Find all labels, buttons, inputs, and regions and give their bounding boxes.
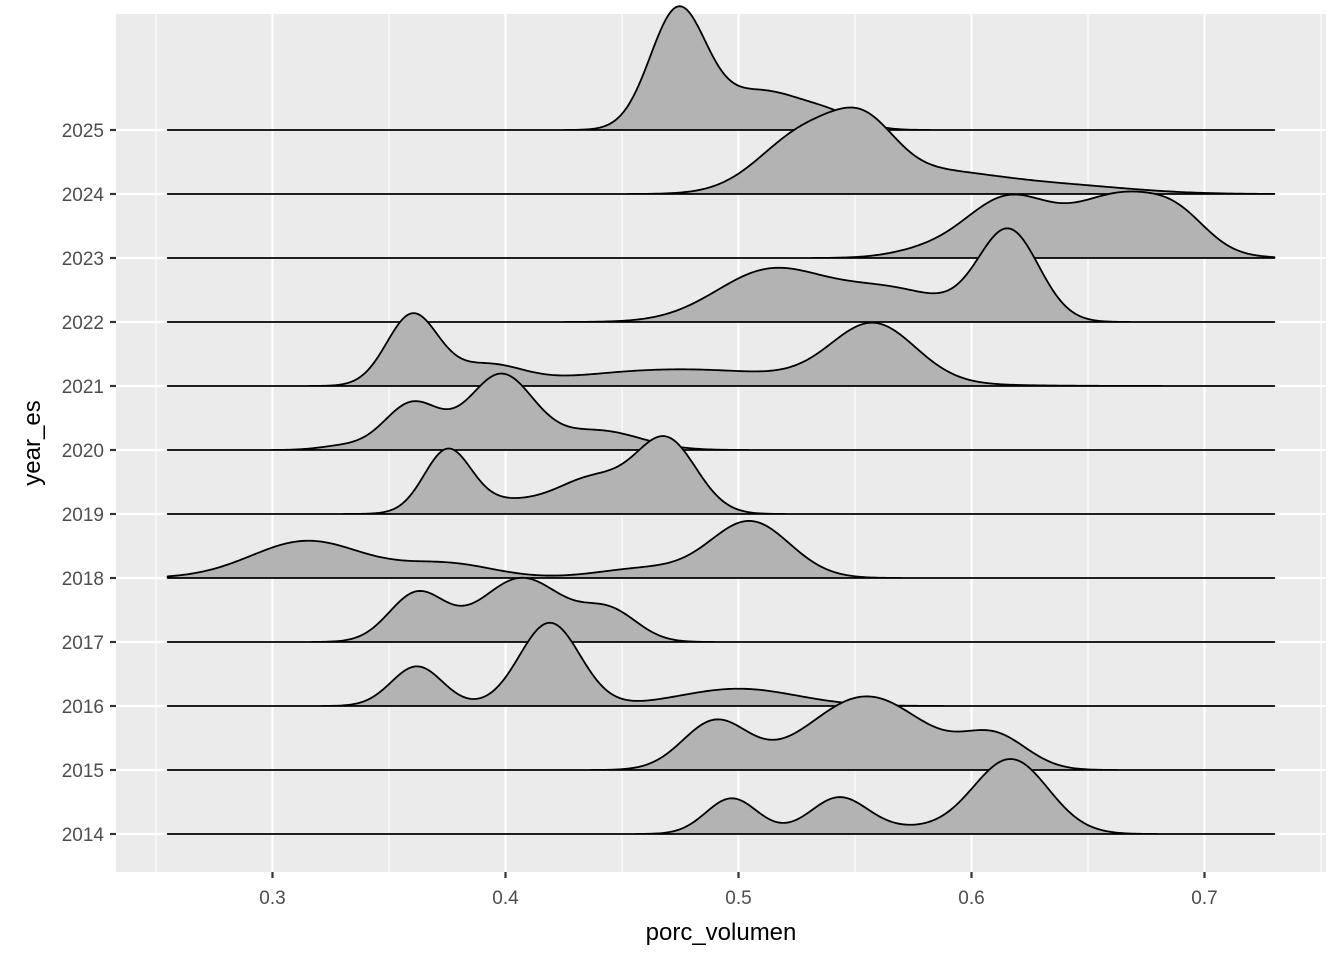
ridge-2018 <box>166 520 1276 579</box>
ridge-2019 <box>166 435 1276 515</box>
y-tick-label: 2019 <box>62 505 104 526</box>
ridge-2022 <box>166 227 1276 323</box>
density-ridges <box>166 5 1276 835</box>
y-axis: 2014 2015 2016 2017 2018 2019 2020 2021 2022 2023… <box>62 121 116 846</box>
y-tick-label: 2024 <box>62 185 105 206</box>
ridge-2021 <box>166 312 1276 387</box>
x-tick-label: 0.6 <box>958 888 984 909</box>
y-tick-label: 2021 <box>62 377 104 398</box>
ridge-2020 <box>166 372 1276 451</box>
y-tick-label: 2018 <box>62 569 104 590</box>
ridge-2014 <box>166 758 1276 835</box>
ridge-2024 <box>166 106 1276 195</box>
x-tick-label: 0.5 <box>725 888 751 909</box>
x-tick-label: 0.4 <box>492 888 519 909</box>
y-tick-label: 2025 <box>62 121 104 142</box>
y-tick-label: 2022 <box>62 313 104 334</box>
ridge-2016 <box>166 621 1276 707</box>
ridge-2017 <box>166 576 1276 643</box>
ridge-2015 <box>166 695 1276 771</box>
y-tick-label: 2014 <box>62 825 105 846</box>
y-tick-label: 2016 <box>62 697 104 718</box>
ridge-2025 <box>166 5 1276 131</box>
y-tick-label: 2017 <box>62 633 104 654</box>
x-tick-label: 0.3 <box>259 888 285 909</box>
x-axis: 0.3 0.4 0.5 0.6 0.7 <box>259 872 1218 909</box>
y-axis-title: year_es <box>19 400 46 485</box>
x-axis-title: porc_volumen <box>646 919 797 946</box>
y-tick-label: 2020 <box>62 441 104 462</box>
y-tick-label: 2023 <box>62 249 104 270</box>
x-tick-label: 0.7 <box>1191 888 1217 909</box>
y-tick-label: 2015 <box>62 761 104 782</box>
